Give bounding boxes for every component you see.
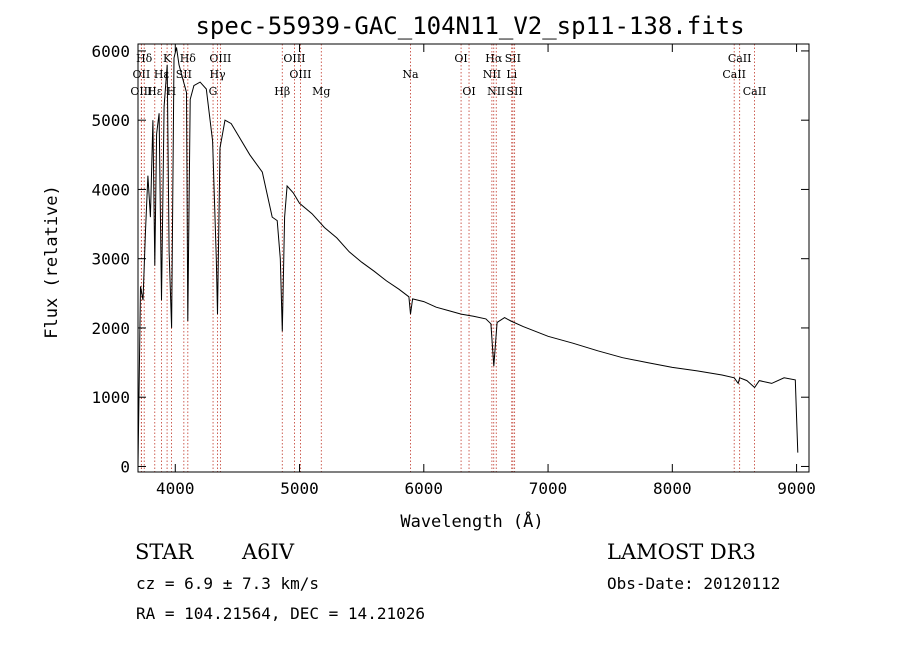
x-tick-label: 8000	[653, 479, 692, 498]
marker-label: OI	[462, 85, 475, 98]
ra-dec-coordinates: RA = 104.21564, DEC = 14.21026	[136, 604, 425, 623]
chart-title: spec-55939-GAC_104N11_V2_sp11-138.fits	[195, 12, 744, 40]
x-tick-label: 4000	[156, 479, 195, 498]
marker-label: OIII	[283, 52, 305, 65]
y-tick-label: 6000	[91, 42, 130, 61]
marker-label: Hγ	[209, 68, 226, 81]
spectrum-line	[137, 47, 799, 467]
marker-label: Li	[506, 68, 517, 81]
x-tick-label: 9000	[777, 479, 816, 498]
marker-label: CaII	[743, 85, 767, 98]
marker-label: SII	[176, 68, 192, 81]
y-tick-label: 1000	[91, 388, 130, 407]
marker-label: SII	[505, 52, 521, 65]
marker-label: Hε	[147, 85, 163, 98]
x-axis-label: Wavelength (Å)	[400, 510, 543, 532]
y-tick-label: 5000	[91, 111, 130, 130]
marker-label: OIII	[209, 52, 231, 65]
axis-ticks: 4000 5000 6000 7000 8000 9000 0 1000 2000 3000 400…	[91, 42, 815, 498]
marker-label: Mg	[312, 85, 330, 98]
marker-label: OIII	[289, 68, 311, 81]
marker-label: NII	[487, 85, 505, 98]
marker-label: NII	[483, 68, 501, 81]
marker-label: Hβ	[274, 85, 290, 98]
object-subclass: A6IV	[242, 540, 294, 564]
marker-label: SII	[507, 85, 523, 98]
marker-label: OI	[454, 52, 467, 65]
marker-label: Hα	[485, 52, 503, 65]
marker-label: CaII	[728, 52, 752, 65]
y-axis-label: Flux (relative)	[42, 185, 62, 339]
marker-label: CaII	[722, 68, 746, 81]
object-class: STAR	[135, 540, 194, 564]
marker-label: G	[209, 85, 218, 98]
y-tick-label: 2000	[91, 319, 130, 338]
marker-label: Hδ	[180, 52, 197, 65]
redshift-cz: cz = 6.9 ± 7.3 km/s	[136, 574, 320, 593]
marker-label: Hε	[154, 68, 170, 81]
marker-label: Na	[402, 68, 419, 81]
survey-name: LAMOST DR3	[607, 540, 756, 564]
marker-label: K	[163, 52, 172, 65]
y-tick-label: 0	[120, 457, 130, 476]
x-tick-label: 5000	[280, 479, 319, 498]
plot-frame	[137, 43, 810, 473]
y-tick-label: 4000	[91, 180, 130, 199]
marker-label: OII	[132, 68, 150, 81]
y-tick-label: 3000	[91, 250, 130, 269]
x-tick-label: 7000	[529, 479, 568, 498]
marker-label: H	[167, 85, 177, 98]
marker-label: OIII	[130, 85, 152, 98]
observation-date: Obs-Date: 20120112	[607, 574, 781, 593]
x-tick-label: 6000	[405, 479, 444, 498]
marker-label: Hδ	[136, 52, 153, 65]
